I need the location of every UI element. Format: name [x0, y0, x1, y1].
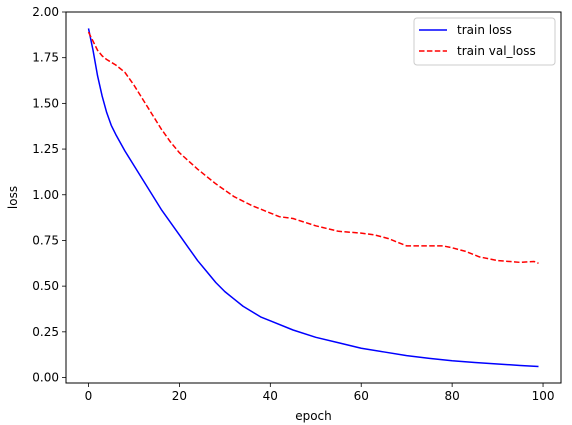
y-tick-label: 0.00: [32, 371, 59, 385]
y-tick-label: 0.50: [32, 279, 59, 293]
x-axis-label: epoch: [295, 409, 332, 423]
legend-label-2: train val_loss: [457, 44, 536, 58]
y-tick-label: 1.50: [32, 96, 59, 110]
x-tick-label: 0: [85, 389, 93, 403]
y-tick-label: 1.25: [32, 142, 59, 156]
x-tick-label: 40: [263, 389, 278, 403]
y-tick-label: 0.75: [32, 233, 59, 247]
legend-label-1: train loss: [457, 23, 512, 37]
series-line-2: [87, 31, 539, 264]
ticks-layer: 0 20 40 60 80 100 0.00 0.25 0.50 0.75 1.00 1.25 1.50…: [32, 5, 554, 403]
series-layer: [87, 28, 539, 368]
y-tick-label: 1.00: [32, 188, 59, 202]
series-line-1: [87, 28, 539, 368]
x-tick-label: 80: [444, 389, 459, 403]
y-tick-label: 0.25: [32, 325, 59, 339]
legend-box: [413, 17, 556, 66]
y-tick-label: 1.75: [32, 51, 59, 65]
legend: train loss train val_loss: [413, 17, 556, 66]
y-axis-label: loss: [6, 186, 20, 209]
x-tick-label: 100: [532, 389, 555, 403]
x-tick-label: 60: [354, 389, 369, 403]
plot-area-frame: [65, 11, 562, 384]
y-tick-label: 2.00: [32, 5, 59, 19]
x-tick-label: 20: [172, 389, 187, 403]
